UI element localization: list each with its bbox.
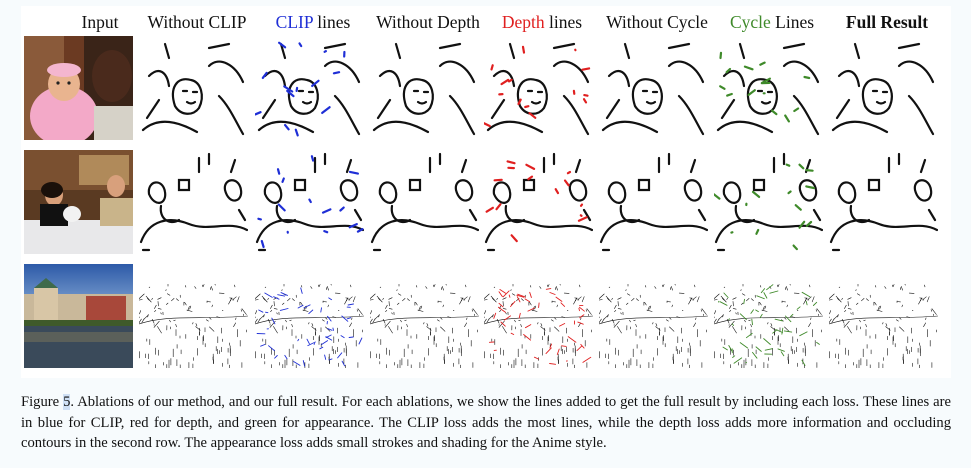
header-cycle-suffix: Lines — [770, 12, 815, 32]
line-drawing-image — [829, 264, 938, 368]
line-drawing-image — [484, 150, 593, 254]
line-drawing-image — [370, 36, 479, 140]
header-clip-word: CLIP — [275, 12, 313, 32]
input-photo-baby-portrait — [24, 36, 133, 140]
header-clip-lines: CLIP lines — [255, 12, 371, 32]
caption-label: Figure — [21, 394, 64, 410]
header-full-result: Full Result — [829, 12, 945, 32]
sketch-harbor-city-col-1 — [139, 264, 248, 368]
header-depth-word: Depth — [501, 12, 545, 32]
line-drawing-image — [484, 36, 593, 140]
sketch-cafe-scene-col-4 — [484, 150, 593, 254]
line-drawing-image — [139, 264, 248, 368]
header-without-clip: Without CLIP — [139, 12, 255, 32]
sketch-harbor-city-col-3 — [370, 264, 479, 368]
line-drawing-image — [599, 36, 708, 140]
header-input: Input — [42, 12, 158, 32]
header-without-cycle: Without Cycle — [599, 12, 715, 32]
line-drawing-image — [139, 150, 248, 254]
header-without-depth-text: Without Depth — [376, 12, 480, 32]
sketch-baby-portrait-col-5 — [599, 36, 708, 140]
sketch-harbor-city-col-5 — [599, 264, 708, 368]
line-drawing-image — [255, 36, 364, 140]
header-without-depth: Without Depth — [370, 12, 486, 32]
photo-image — [24, 150, 133, 254]
sketch-baby-portrait-col-6 — [714, 36, 823, 140]
line-drawing-image — [599, 264, 708, 368]
column-headers: Input Without CLIP CLIP lines Without De… — [21, 6, 951, 36]
header-clip-suffix: lines — [312, 12, 351, 32]
sketch-cafe-scene-col-5 — [599, 150, 708, 254]
header-full-result-text: Full Result — [845, 12, 929, 32]
sketch-cafe-scene-col-2 — [255, 150, 364, 254]
sketch-baby-portrait-col-3 — [370, 36, 479, 140]
sketch-cafe-scene-col-6 — [714, 150, 823, 254]
line-drawing-image — [829, 150, 938, 254]
sketch-cafe-scene-col-1 — [139, 150, 248, 254]
line-drawing-image — [370, 264, 479, 368]
line-drawing-image — [370, 150, 479, 254]
line-drawing-image — [714, 150, 823, 254]
sketch-baby-portrait-col-2 — [255, 36, 364, 140]
caption-figure-number: 5 — [63, 394, 71, 410]
sketch-cafe-scene-col-3 — [370, 150, 479, 254]
input-photo-cafe-scene — [24, 150, 133, 254]
line-drawing-image — [714, 36, 823, 140]
line-drawing-image — [139, 36, 248, 140]
input-photo-harbor-city — [24, 264, 133, 368]
photo-image — [24, 36, 133, 140]
photo-image — [24, 264, 133, 368]
sketch-harbor-city-col-7 — [829, 264, 938, 368]
header-without-clip-text: Without CLIP — [147, 12, 247, 32]
header-depth-suffix: lines — [544, 12, 583, 32]
sketch-harbor-city-col-4 — [484, 264, 593, 368]
line-drawing-image — [484, 264, 593, 368]
line-drawing-image — [599, 150, 708, 254]
line-drawing-image — [255, 150, 364, 254]
sketch-baby-portrait-col-4 — [484, 36, 593, 140]
caption-text: . Ablations of our method, and our full … — [21, 394, 951, 451]
figure-panel: Input Without CLIP CLIP lines Without De… — [21, 6, 951, 378]
sketch-baby-portrait-col-7 — [829, 36, 938, 140]
sketch-cafe-scene-col-7 — [829, 150, 938, 254]
sketch-baby-portrait-col-1 — [139, 36, 248, 140]
sketch-harbor-city-col-6 — [714, 264, 823, 368]
figure-caption: Figure 5. Ablations of our method, and o… — [21, 392, 951, 454]
line-drawing-image — [255, 264, 364, 368]
header-cycle-lines: Cycle Lines — [714, 12, 830, 32]
line-drawing-image — [829, 36, 938, 140]
header-depth-lines: Depth lines — [484, 12, 600, 32]
sketch-harbor-city-col-2 — [255, 264, 364, 368]
header-without-cycle-text: Without Cycle — [606, 12, 708, 32]
header-cycle-word: Cycle — [729, 12, 771, 32]
header-input-text: Input — [81, 12, 119, 32]
line-drawing-image — [714, 264, 823, 368]
